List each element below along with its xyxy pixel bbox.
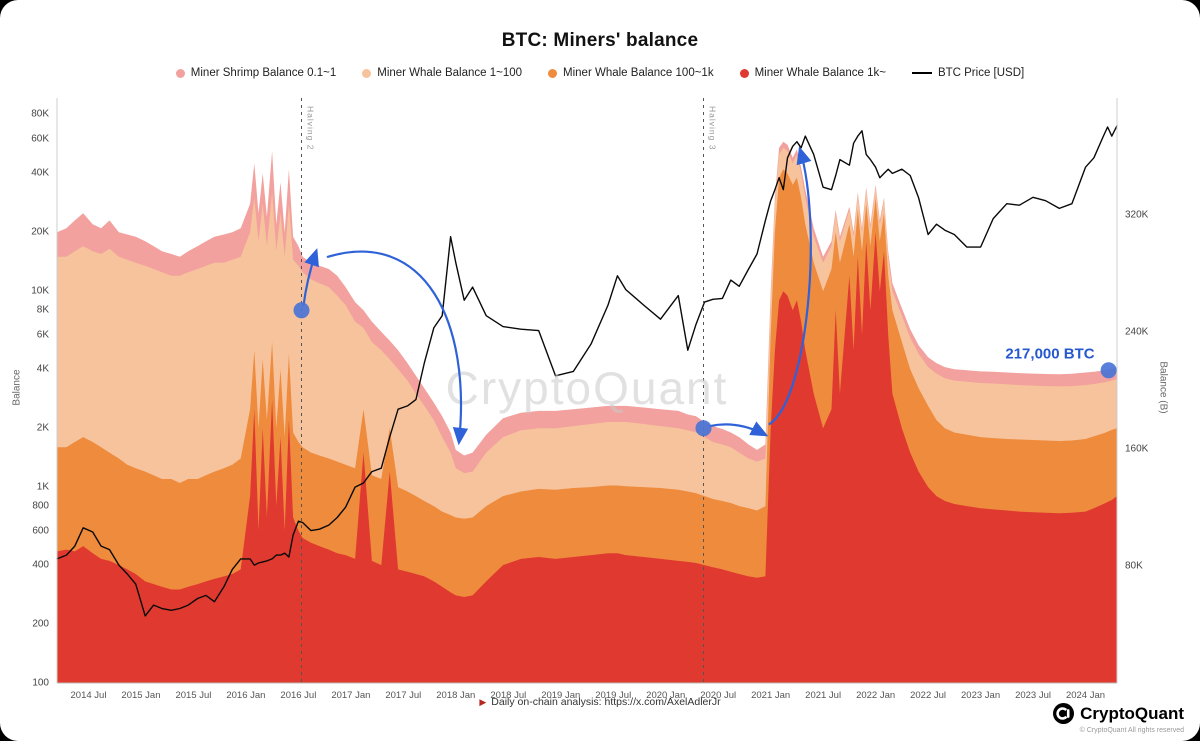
- legend-item-miner-whale-balance-1-100[interactable]: Miner Whale Balance 1~100: [362, 67, 522, 79]
- series-dot-icon: [175, 68, 185, 78]
- annotation-dot: [293, 302, 310, 319]
- x-axis-tick: 2016 Jan: [226, 690, 266, 701]
- stacked-areas: [56, 125, 1118, 684]
- halving-label: Halving 2: [305, 106, 316, 151]
- legend-item-miner-whale-balance-1k[interactable]: Miner Whale Balance 1k~: [739, 67, 886, 79]
- x-axis-tick: 2024 Jan: [1065, 690, 1106, 701]
- y-left-tick: 6K: [36, 329, 49, 341]
- series-dot-icon: [739, 68, 749, 78]
- legend-label: Miner Shrimp Balance 0.1~1: [190, 67, 337, 79]
- price-line-swatch-icon: [911, 72, 932, 74]
- cryptoquant-logo-icon: [1053, 703, 1075, 724]
- x-axis-tick: 2018 Jul: [490, 690, 527, 701]
- x-axis-tick: 2022 Jul: [910, 690, 947, 701]
- y-left-tick: 600: [32, 525, 49, 537]
- y-axis-title-right: Balance (B): [1157, 361, 1169, 414]
- y-right-tick: 320K: [1125, 209, 1149, 221]
- y-left-tick: 200: [32, 618, 49, 630]
- annotations-layer: [293, 146, 1117, 446]
- x-axis-tick: 2017 Jan: [331, 690, 371, 701]
- annotation-arrow: [768, 146, 812, 426]
- y-left-tick: 800: [32, 500, 49, 512]
- x-axis-tick: 2020 Jul: [700, 690, 737, 701]
- y-left-tick: 4K: [36, 363, 49, 375]
- y-left-tick: 60K: [31, 133, 49, 145]
- y-right-tick: 240K: [1125, 326, 1149, 338]
- x-axis-tick: 2021 Jul: [805, 690, 842, 701]
- x-axis-tick: 2018 Jan: [436, 690, 476, 701]
- footer-link[interactable]: Daily on-chain analysis: https://x.com/A…: [491, 696, 721, 708]
- watermark: CryptoQuant: [446, 362, 729, 414]
- y-left-tick: 80K: [31, 108, 49, 120]
- y-left-tick: 100: [32, 677, 49, 689]
- series-dot-icon: [548, 68, 558, 78]
- btc-price-line: [56, 125, 1118, 617]
- x-axis-tick: 2017 Jul: [385, 690, 422, 701]
- legend-label: BTC Price [USD]: [937, 67, 1025, 79]
- y-left-tick: 20K: [31, 226, 49, 238]
- area-miner-whale-balance-1k: [57, 232, 1117, 684]
- play-icon: ▶: [479, 697, 487, 707]
- y-left-tick: 40K: [31, 167, 49, 179]
- y-left-tick: 2K: [36, 422, 49, 434]
- series-dot-icon: [362, 68, 372, 78]
- y-right-tick: 160K: [1125, 443, 1149, 455]
- legend: Miner Shrimp Balance 0.1~1 Miner Whale Ba…: [0, 67, 1200, 79]
- legend-item-btc-price-usd[interactable]: BTC Price [USD]: [911, 67, 1025, 79]
- copyright: © CryptoQuant All rights reserved: [1079, 727, 1184, 734]
- legend-item-miner-shrimp-balance-0-1-1[interactable]: Miner Shrimp Balance 0.1~1: [175, 67, 337, 79]
- axes-lines: [56, 98, 1118, 684]
- chart-title: BTC: Miners' balance: [501, 30, 699, 51]
- y-left-tick: 10K: [31, 285, 49, 297]
- footer-source: ▶ Daily on-chain analysis: https://x.com/…: [0, 696, 1200, 708]
- x-axis-tick: 2021 Jan: [751, 690, 791, 701]
- y-left-tick: 8K: [36, 304, 49, 316]
- x-axis-tick: 2014 Jul: [70, 690, 107, 701]
- legend-item-miner-whale-balance-100-1k[interactable]: Miner Whale Balance 100~1k: [548, 67, 714, 79]
- x-axis-tick: 2019 Jul: [595, 690, 632, 701]
- x-axis-tick: 2016 Jul: [280, 690, 317, 701]
- y-right-tick: 80K: [1125, 560, 1143, 572]
- annotation-arrow: [708, 421, 769, 437]
- x-axis-tick: 2023 Jan: [961, 690, 1001, 701]
- halving-label: Halving 3: [707, 106, 718, 151]
- balance-callout: 217,000 BTC: [1005, 345, 1095, 363]
- logo-text: CryptoQuant: [1080, 703, 1184, 723]
- y-axis-title-left: Balance: [11, 369, 23, 406]
- y-left-tick: 400: [32, 559, 49, 571]
- x-axis-tick: 2015 Jan: [121, 690, 161, 701]
- legend-label: Miner Whale Balance 1~100: [377, 67, 523, 79]
- x-axis-tick: 2023 Jul: [1015, 690, 1051, 701]
- legend-label: Miner Whale Balance 1k~: [754, 67, 886, 79]
- branding: CryptoQuant © CryptoQuant All rights res…: [1053, 703, 1184, 734]
- x-axis-tick: 2015 Jul: [175, 690, 212, 701]
- x-axis-tick: 2020 Jan: [646, 690, 686, 701]
- annotation-arrow: [302, 248, 319, 307]
- y-left-tick: 1K: [36, 481, 49, 493]
- legend-label: Miner Whale Balance 100~1k: [563, 67, 714, 79]
- annotation-dot: [695, 420, 712, 437]
- x-axis-tick: 2019 Jan: [541, 690, 581, 701]
- annotation-dot: [1100, 362, 1117, 379]
- annotation-arrow: [326, 250, 469, 446]
- x-axis-tick: 2022 Jan: [856, 690, 896, 701]
